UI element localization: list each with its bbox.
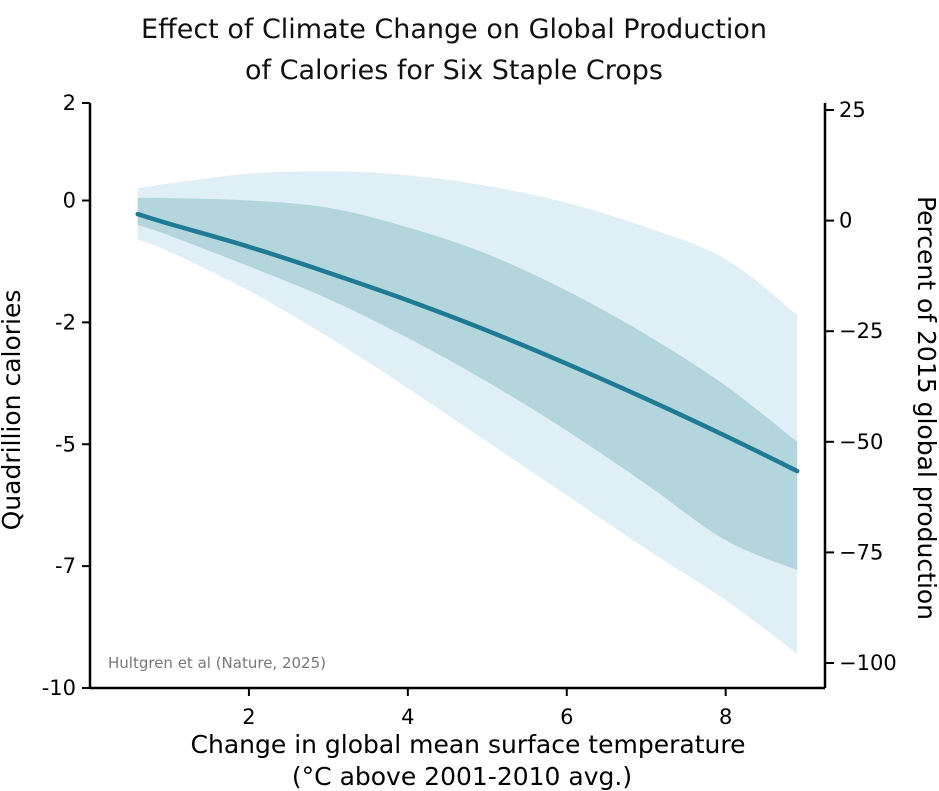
y2-tick-label: −75 [839,540,883,564]
x-tick-label: 8 [719,705,732,729]
y-tick-label: 0 [63,189,76,213]
y2-tick-label: 0 [839,209,852,233]
plot-area: 2 0 -2 -5 -7 -10 2 4 6 8 25 0 −25 −50 −75 −100 [42,91,897,729]
chart-title-line-1: Effect of Climate Change on Global Produ… [141,14,767,45]
y-tick-label: -10 [42,676,76,700]
y-tick-label: -7 [55,554,76,578]
x-axis-title-line-2: (°C above 2001-2010 avg.) [292,762,632,791]
x-tick-label: 2 [242,705,255,729]
y-tick-label: -2 [55,310,76,334]
y2-tick-label: −25 [839,319,883,343]
y-axis-title: Quadrillion calories [0,290,26,531]
source-note: Hultgren et al (Nature, 2025) [108,654,326,672]
chart-title-line-2: of Calories for Six Staple Crops [245,55,663,86]
x-tick-label: 4 [401,705,414,729]
y2-tick-label: 25 [839,98,866,122]
y2-axis-title: Percent of 2015 global production [912,196,939,620]
y-tick-label: 2 [63,91,76,115]
y-tick-label: -5 [55,432,76,456]
band-outer [137,171,798,654]
x-axis-title-line-1: Change in global mean surface temperatur… [191,730,746,759]
series-line-0 [135,211,800,474]
y2-tick-label: −50 [839,430,883,454]
y2-tick-label: −100 [839,651,897,675]
x-tick-label: 6 [560,705,573,729]
